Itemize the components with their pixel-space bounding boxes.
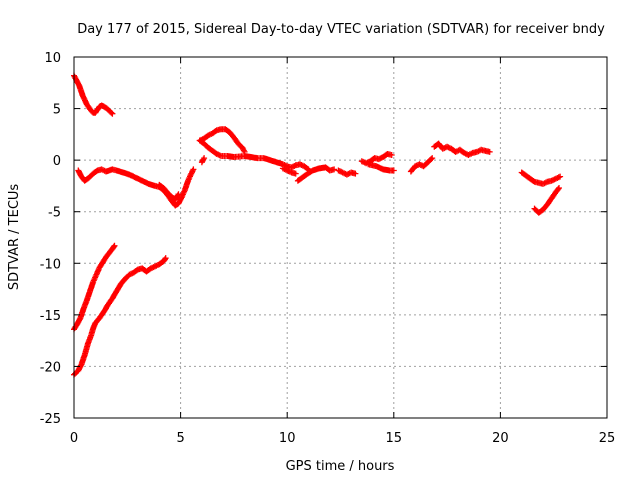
- data-points: [365, 161, 397, 174]
- y-tick-label: -25: [40, 412, 61, 427]
- grid: [74, 57, 607, 418]
- data-points: [198, 155, 208, 166]
- data-series-arc-17: [71, 255, 169, 378]
- data-points: [335, 167, 359, 178]
- y-tick-label: 5: [53, 103, 61, 118]
- data-points: [156, 181, 182, 203]
- data-series-arc-8: [294, 164, 338, 184]
- data-points: [518, 169, 564, 187]
- chart-title: Day 177 of 2015, Sidereal Day-to-day VTE…: [77, 22, 605, 37]
- x-axis-label: GPS time / hours: [286, 459, 395, 474]
- x-tick-label: 0: [70, 431, 78, 446]
- plot-area: [71, 72, 564, 378]
- y-tick-label: -15: [40, 309, 61, 324]
- data-points: [196, 126, 248, 155]
- x-tick-label: 25: [599, 431, 616, 446]
- data-points: [407, 155, 436, 175]
- data-series-arc-15: [531, 185, 562, 216]
- data-series-arc-6: [196, 137, 312, 173]
- data-points: [358, 151, 395, 167]
- data-series-arc-14: [518, 169, 564, 187]
- data-points: [71, 72, 116, 117]
- data-series-arc-5: [196, 126, 248, 155]
- data-points: [196, 137, 312, 173]
- data-points: [71, 255, 169, 378]
- plot-frame: [73, 56, 608, 419]
- data-points: [294, 164, 338, 184]
- data-series-arc-16: [71, 242, 118, 333]
- data-series-arc-7: [279, 165, 299, 177]
- y-tick-label: 0: [53, 154, 61, 169]
- y-axis-label: SDTVAR / TECUs: [7, 184, 22, 291]
- data-series-arc-11: [365, 161, 397, 174]
- x-tick-label: 10: [279, 431, 296, 446]
- data-series-arc-4: [198, 155, 208, 166]
- data-series-arc-10: [358, 151, 395, 167]
- data-series-arc-3: [156, 181, 182, 203]
- axis-ticks: 0 5 10 15 20 25 10 5 0 -5 -10 -15 -20 -25: [40, 51, 616, 446]
- data-points: [431, 140, 493, 158]
- y-tick-label: 10: [44, 51, 61, 66]
- y-tick-label: -5: [48, 206, 61, 221]
- x-tick-label: 5: [176, 431, 184, 446]
- data-series-arc-13: [431, 140, 493, 158]
- data-points: [75, 166, 197, 209]
- y-tick-label: -10: [40, 257, 61, 272]
- data-series-arc-9: [335, 167, 359, 178]
- data-series-arc-2: [75, 166, 197, 209]
- data-points: [279, 165, 299, 177]
- data-series-arc-1: [71, 72, 116, 117]
- data-points: [71, 242, 118, 333]
- y-tick-label: -20: [40, 360, 61, 375]
- data-series-arc-12: [407, 155, 436, 175]
- x-tick-label: 20: [492, 431, 509, 446]
- x-tick-label: 15: [386, 431, 403, 446]
- data-points: [531, 185, 562, 216]
